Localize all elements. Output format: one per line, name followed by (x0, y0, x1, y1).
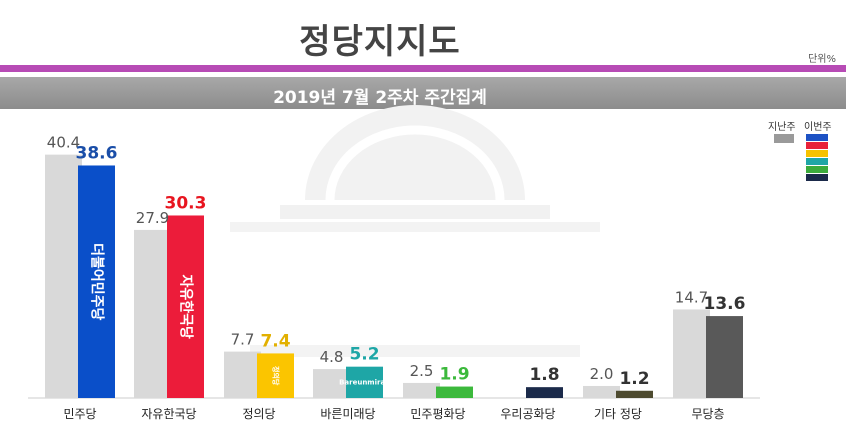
assembly-building-watermark (230, 105, 600, 357)
legend-last-week-label: 지난주 (768, 122, 796, 133)
legend-this-week-chip (806, 166, 828, 173)
data-label-last-week: 27.9 (136, 209, 169, 227)
data-label-last-week: 4.8 (320, 348, 344, 366)
bar-last-week (673, 309, 710, 398)
subtitle-band (0, 77, 846, 109)
bar-this-week (78, 165, 115, 398)
data-label-this-week: 1.9 (439, 365, 469, 385)
category-label: 자유한국당 (141, 407, 196, 421)
data-label-this-week: 38.6 (76, 143, 118, 163)
bar-this-week (706, 316, 743, 398)
accent-line (0, 65, 846, 72)
legend-this-week-chip (806, 142, 828, 149)
bar-last-week (134, 229, 171, 398)
bar-last-week (45, 154, 82, 398)
data-label-this-week: 13.6 (704, 294, 746, 314)
data-label-this-week: 1.8 (529, 365, 559, 385)
legend-this-week-chip (806, 158, 828, 165)
bar-this-week (526, 387, 563, 398)
legend-this-week-chip (806, 174, 828, 181)
party-logo: 정의당 (272, 366, 281, 386)
data-label-this-week: 5.2 (349, 345, 379, 365)
category-label: 정의당 (242, 407, 275, 421)
party-logo: 자유한국당 (178, 275, 195, 340)
party-logo: Bareunmirae (339, 378, 390, 386)
data-label-this-week: 30.3 (165, 193, 207, 213)
bar-last-week (583, 385, 620, 398)
bar-last-week (313, 369, 350, 398)
data-label-this-week: 7.4 (260, 331, 290, 351)
category-label: 바른미래당 (320, 407, 375, 421)
category-label: 민주평화당 (410, 407, 465, 421)
chart-title: 정당지지도 (299, 22, 461, 62)
legend-last-week-swatch (774, 134, 794, 143)
data-label-last-week: 7.7 (231, 331, 255, 349)
party-logo: 더불어민주당 (89, 243, 106, 320)
legend-this-week-chip (806, 150, 828, 157)
data-label-last-week: 2.5 (410, 362, 434, 380)
bar-this-week (257, 353, 294, 398)
legend-this-week-label: 이번주 (804, 122, 832, 133)
bar-last-week (403, 382, 440, 398)
bar-last-week (224, 351, 261, 398)
data-label-this-week: 1.2 (619, 369, 649, 389)
category-label: 민주당 (63, 407, 96, 421)
unit-label: 단위% (808, 54, 836, 65)
category-label: 무당층 (691, 407, 724, 421)
chart-subtitle: 2019년 7월 2주차 주간집계 (273, 88, 487, 108)
legend-this-week-chip (806, 134, 828, 141)
bar-this-week (436, 386, 473, 398)
category-label: 기타 정당 (594, 407, 642, 421)
bar-this-week (346, 366, 383, 398)
bar-this-week (616, 390, 653, 398)
data-label-last-week: 40.4 (47, 134, 80, 152)
bar-this-week (167, 215, 204, 398)
category-label: 우리공화당 (500, 407, 555, 421)
data-label-last-week: 2.0 (590, 365, 614, 383)
data-label-last-week: 14.7 (675, 288, 708, 306)
